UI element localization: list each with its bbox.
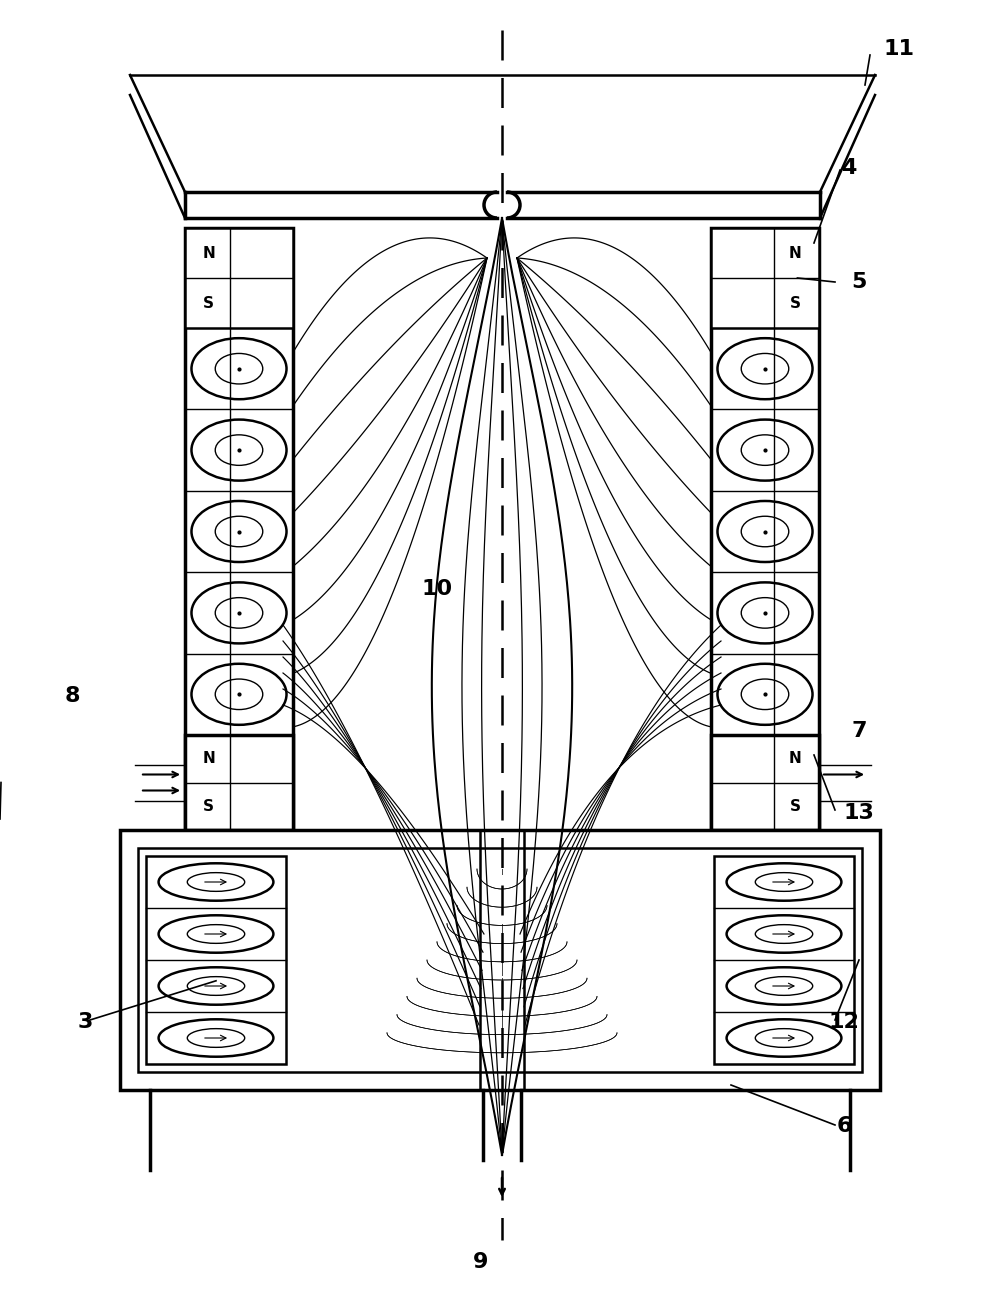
Text: N: N bbox=[789, 246, 802, 260]
Text: 7: 7 bbox=[851, 721, 867, 741]
Ellipse shape bbox=[192, 664, 286, 725]
Ellipse shape bbox=[718, 501, 812, 562]
Ellipse shape bbox=[192, 338, 286, 400]
Ellipse shape bbox=[742, 435, 789, 466]
Ellipse shape bbox=[215, 353, 262, 384]
Bar bbox=[146, 857, 286, 1064]
Ellipse shape bbox=[742, 516, 789, 547]
Ellipse shape bbox=[192, 501, 286, 562]
Text: N: N bbox=[202, 752, 215, 766]
Bar bbox=[185, 228, 293, 829]
Ellipse shape bbox=[159, 968, 273, 1004]
Text: N: N bbox=[202, 246, 215, 260]
Text: 10: 10 bbox=[422, 578, 452, 599]
Text: 4: 4 bbox=[841, 158, 857, 179]
Ellipse shape bbox=[727, 1020, 841, 1057]
Ellipse shape bbox=[718, 664, 812, 725]
Ellipse shape bbox=[215, 679, 262, 709]
Text: 3: 3 bbox=[77, 1012, 93, 1033]
Text: S: S bbox=[203, 798, 214, 814]
Ellipse shape bbox=[742, 353, 789, 384]
Text: 6: 6 bbox=[836, 1115, 852, 1136]
Ellipse shape bbox=[215, 516, 262, 547]
Ellipse shape bbox=[187, 977, 244, 995]
Bar bbox=[185, 735, 293, 829]
Bar bbox=[120, 829, 880, 1090]
Ellipse shape bbox=[756, 977, 813, 995]
Ellipse shape bbox=[727, 915, 841, 952]
Ellipse shape bbox=[215, 435, 262, 466]
Ellipse shape bbox=[742, 598, 789, 628]
Text: 9: 9 bbox=[472, 1251, 488, 1272]
Ellipse shape bbox=[192, 419, 286, 480]
Ellipse shape bbox=[187, 925, 244, 943]
Ellipse shape bbox=[159, 1020, 273, 1057]
Bar bbox=[711, 228, 819, 327]
Ellipse shape bbox=[718, 338, 812, 400]
Bar bbox=[711, 735, 819, 829]
Text: S: S bbox=[790, 295, 801, 311]
Ellipse shape bbox=[727, 863, 841, 901]
Ellipse shape bbox=[742, 679, 789, 709]
Bar bbox=[138, 848, 862, 1071]
Ellipse shape bbox=[159, 915, 273, 952]
Text: 13: 13 bbox=[844, 802, 874, 823]
Ellipse shape bbox=[756, 872, 813, 892]
Ellipse shape bbox=[215, 598, 262, 628]
Ellipse shape bbox=[756, 1029, 813, 1047]
Bar bbox=[711, 228, 819, 829]
Text: N: N bbox=[789, 752, 802, 766]
Ellipse shape bbox=[727, 968, 841, 1004]
Text: 5: 5 bbox=[851, 272, 867, 292]
Text: S: S bbox=[790, 798, 801, 814]
Bar bbox=[714, 857, 854, 1064]
Ellipse shape bbox=[718, 582, 812, 643]
Ellipse shape bbox=[192, 582, 286, 643]
Text: 12: 12 bbox=[829, 1012, 859, 1033]
Bar bbox=[185, 228, 293, 327]
Text: 11: 11 bbox=[884, 39, 915, 60]
Ellipse shape bbox=[718, 419, 812, 480]
Ellipse shape bbox=[756, 925, 813, 943]
Text: S: S bbox=[203, 295, 214, 311]
Ellipse shape bbox=[187, 1029, 244, 1047]
Ellipse shape bbox=[159, 863, 273, 901]
Text: 8: 8 bbox=[64, 686, 80, 707]
Ellipse shape bbox=[187, 872, 244, 892]
